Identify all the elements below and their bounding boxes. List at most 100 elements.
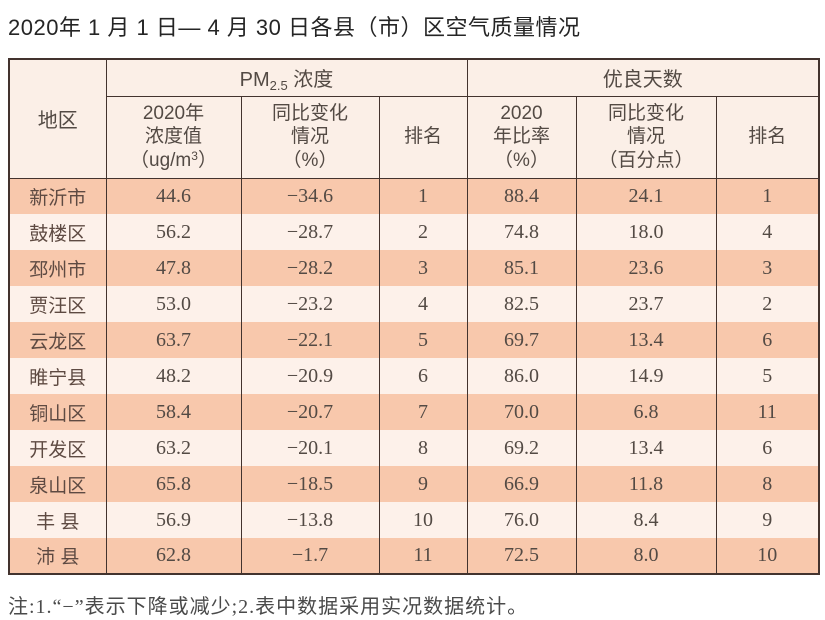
cell-days-change: 23.6 xyxy=(575,250,716,286)
cell-pm-rank: 10 xyxy=(378,502,467,538)
cell-days-ratio: 85.1 xyxy=(466,250,576,286)
cell-days-rank: 6 xyxy=(715,322,820,358)
cell-region: 丰 县 xyxy=(8,502,106,538)
cell-days-ratio: 69.7 xyxy=(466,322,576,358)
cell-region: 睢宁县 xyxy=(8,358,106,394)
header-days-ratio-line2: 年比率 xyxy=(492,126,550,148)
unit-suffix: ） xyxy=(197,149,217,171)
cell-days-change: 23.7 xyxy=(575,286,716,322)
cell-pm-value: 53.0 xyxy=(105,286,241,322)
header-days-ratio-line1: 2020 xyxy=(500,103,543,125)
air-quality-table: 地区 PM2.5 浓度 优良天数 2020年 浓度值 （ug/m3） 同比变化 … xyxy=(8,58,821,575)
table-row: 鼓楼区 56.2 −28.7 2 74.8 18.0 4 xyxy=(8,214,820,250)
cell-days-change: 24.1 xyxy=(575,178,716,214)
cell-days-rank: 10 xyxy=(715,538,820,574)
cell-region: 鼓楼区 xyxy=(8,214,106,250)
header-pm-value: 2020年 浓度值 （ug/m3） xyxy=(105,96,241,179)
cell-days-rank: 3 xyxy=(715,250,820,286)
header-pm-rank: 排名 xyxy=(378,96,467,179)
pm-label-suffix: 浓度 xyxy=(287,69,334,92)
header-group-pm25: PM2.5 浓度 xyxy=(105,59,467,97)
header-pm-change: 同比变化 情况 （%） xyxy=(240,96,379,179)
cell-days-change: 8.4 xyxy=(575,502,716,538)
cell-days-rank: 1 xyxy=(715,178,820,214)
cell-pm-rank: 7 xyxy=(378,394,467,430)
table-row: 开发区 63.2 −20.1 8 69.2 13.4 6 xyxy=(8,430,820,466)
header-region: 地区 xyxy=(8,59,106,179)
unit-superscript: 3 xyxy=(191,148,198,163)
cell-pm-value: 56.2 xyxy=(105,214,241,250)
cell-region: 泉山区 xyxy=(8,466,106,502)
cell-days-change: 13.4 xyxy=(575,322,716,358)
cell-days-change: 6.8 xyxy=(575,394,716,430)
header-days-ratio: 2020 年比率 （%） xyxy=(466,96,576,179)
cell-pm-rank: 1 xyxy=(378,178,467,214)
cell-region: 铜山区 xyxy=(8,394,106,430)
header-pm-change-line1: 同比变化 xyxy=(271,103,348,125)
cell-days-ratio: 70.0 xyxy=(466,394,576,430)
cell-days-change: 18.0 xyxy=(575,214,716,250)
cell-days-change: 13.4 xyxy=(575,430,716,466)
cell-pm-change: −28.2 xyxy=(240,250,379,286)
cell-days-rank: 8 xyxy=(715,466,820,502)
cell-pm-rank: 5 xyxy=(378,322,467,358)
header-days-change-line1: 同比变化 xyxy=(607,103,684,125)
cell-pm-value: 58.4 xyxy=(105,394,241,430)
cell-region: 云龙区 xyxy=(8,322,106,358)
cell-days-ratio: 88.4 xyxy=(466,178,576,214)
cell-pm-change: −34.6 xyxy=(240,178,379,214)
cell-pm-value: 56.9 xyxy=(105,502,241,538)
pm-label-prefix: PM xyxy=(239,69,270,92)
footnote: 注:1.“−”表示下降或减少;2.表中数据采用实况数据统计。 xyxy=(8,596,529,618)
cell-region: 开发区 xyxy=(8,430,106,466)
table-row: 贾汪区 53.0 −23.2 4 82.5 23.7 2 xyxy=(8,286,820,322)
page-title: 2020年 1 月 1 日— 4 月 30 日各县（市）区空气质量情况 xyxy=(8,15,581,40)
cell-days-ratio: 82.5 xyxy=(466,286,576,322)
cell-pm-value: 47.8 xyxy=(105,250,241,286)
header-days-change: 同比变化 情况 （百分点） xyxy=(575,96,716,179)
cell-pm-rank: 6 xyxy=(378,358,467,394)
header-pm-value-unit: （ug/m3） xyxy=(130,150,217,171)
cell-region: 贾汪区 xyxy=(8,286,106,322)
cell-days-rank: 6 xyxy=(715,430,820,466)
table-row: 泉山区 65.8 −18.5 9 66.9 11.8 8 xyxy=(8,466,820,502)
cell-days-ratio: 69.2 xyxy=(466,430,576,466)
cell-days-change: 14.9 xyxy=(575,358,716,394)
unit-prefix: （ug/m xyxy=(130,149,192,171)
header-pm-value-line2: 浓度值 xyxy=(144,126,202,148)
cell-pm-change: −13.8 xyxy=(240,502,379,538)
group-header-row: 地区 PM2.5 浓度 优良天数 xyxy=(8,59,820,179)
cell-pm-change: −23.2 xyxy=(240,286,379,322)
cell-days-ratio: 74.8 xyxy=(466,214,576,250)
cell-pm-rank: 9 xyxy=(378,466,467,502)
column-header-row: 2020年 浓度值 （ug/m3） 同比变化 情况 （%） 排名 2020 年比… xyxy=(9,96,820,179)
header-pm-change-line2: 情况 xyxy=(290,126,329,148)
cell-pm-value: 48.2 xyxy=(105,358,241,394)
table-row: 铜山区 58.4 −20.7 7 70.0 6.8 11 xyxy=(8,394,820,430)
cell-pm-rank: 11 xyxy=(378,538,467,574)
cell-pm-value: 63.2 xyxy=(105,430,241,466)
cell-days-ratio: 66.9 xyxy=(466,466,576,502)
header-days-change-line2: 情况 xyxy=(626,126,665,148)
table-row: 睢宁县 48.2 −20.9 6 86.0 14.9 5 xyxy=(8,358,820,394)
cell-pm-rank: 8 xyxy=(378,430,467,466)
header-days-rank: 排名 xyxy=(715,96,820,179)
cell-days-ratio: 72.5 xyxy=(466,538,576,574)
cell-pm-rank: 3 xyxy=(378,250,467,286)
cell-days-change: 11.8 xyxy=(575,466,716,502)
table-row: 丰 县 56.9 −13.8 10 76.0 8.4 9 xyxy=(8,502,820,538)
cell-pm-change: −22.1 xyxy=(240,322,379,358)
header-pm-value-line1: 2020年 xyxy=(142,103,205,125)
header-days-change-line3: （百分点） xyxy=(598,149,694,171)
cell-days-change: 8.0 xyxy=(575,538,716,574)
cell-pm-rank: 2 xyxy=(378,214,467,250)
cell-region: 新沂市 xyxy=(8,178,106,214)
cell-pm-change: −18.5 xyxy=(240,466,379,502)
cell-region: 邳州市 xyxy=(8,250,106,286)
table-row: 邳州市 47.8 −28.2 3 85.1 23.6 3 xyxy=(8,250,820,286)
cell-pm-change: −1.7 xyxy=(240,538,379,574)
table-row: 沛 县 62.8 −1.7 11 72.5 8.0 10 xyxy=(8,538,820,574)
cell-pm-change: −20.7 xyxy=(240,394,379,430)
table-row: 新沂市 44.6 −34.6 1 88.4 24.1 1 xyxy=(8,178,820,214)
